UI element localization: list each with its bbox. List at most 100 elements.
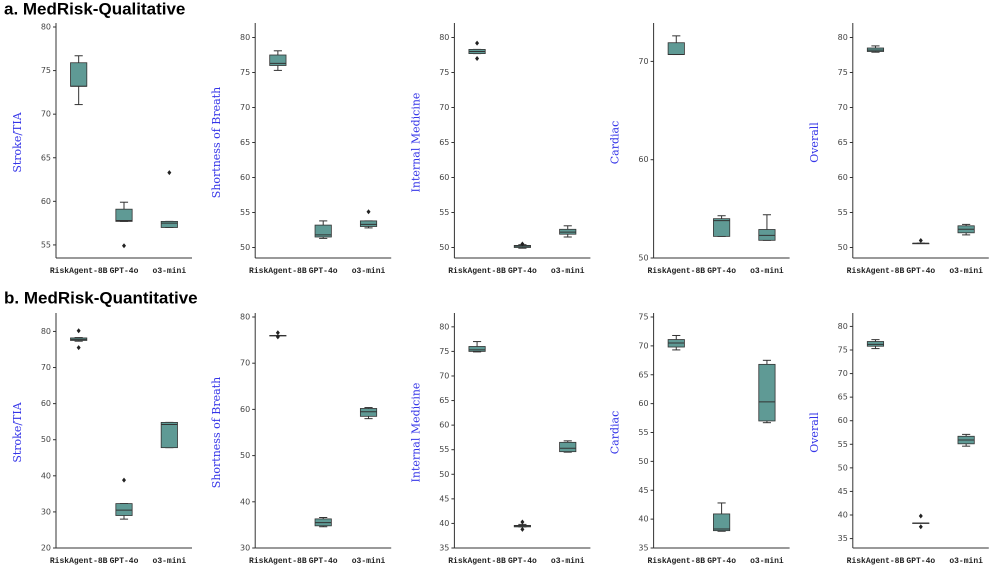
y-tick-label: 65: [638, 370, 648, 379]
x-tick-label: GPT-4o: [707, 267, 736, 276]
y-tick-label: 65: [439, 396, 449, 405]
x-tick-label: o3-mini: [352, 267, 386, 276]
outlier: [76, 328, 81, 334]
y-tick-label: 65: [41, 153, 51, 162]
x-tick-label: GPT-4o: [906, 267, 935, 276]
y-tick-label: 55: [439, 208, 449, 217]
y-axis-label: Stroke/TIA: [11, 111, 24, 172]
x-tick-label: GPT-4o: [707, 557, 736, 566]
y-tick-label: 35: [439, 544, 449, 553]
y-tick-label: 70: [439, 371, 449, 380]
x-tick-label: o3-mini: [352, 557, 386, 566]
outlier: [275, 330, 280, 336]
box: [115, 503, 133, 516]
y-tick-label: 75: [439, 68, 449, 77]
x-tick-label: RiskAgent-8B: [249, 267, 307, 276]
y-tick-label: 65: [439, 138, 449, 147]
y-tick-label: 60: [41, 197, 51, 206]
y-tick-label: 50: [240, 243, 250, 252]
y-tick-label: 70: [638, 341, 648, 350]
y-axis-label: Shortness of Breath: [210, 87, 223, 198]
y-tick-label: 30: [240, 544, 250, 553]
x-tick-label: GPT-4o: [906, 557, 935, 566]
box: [667, 42, 685, 55]
y-tick-label: 60: [838, 416, 848, 425]
box: [559, 441, 577, 453]
x-tick-label: RiskAgent-8B: [847, 557, 905, 566]
x-tick-label: RiskAgent-8B: [847, 267, 905, 276]
box: [269, 54, 287, 66]
y-tick-label: 80: [439, 322, 449, 331]
y-tick-label: 75: [838, 68, 848, 77]
x-tick-label: o3-mini: [551, 267, 585, 276]
y-tick-label: 55: [41, 240, 51, 249]
y-tick-label: 75: [638, 313, 648, 322]
section-heading: b. MedRisk-Quantitative: [4, 288, 198, 307]
y-tick-label: 40: [638, 515, 648, 524]
box: [713, 513, 731, 532]
outlier: [520, 241, 525, 247]
x-tick-label: o3-mini: [153, 267, 187, 276]
box: [314, 224, 332, 238]
y-tick-label: 55: [638, 428, 648, 437]
y-tick-label: 45: [838, 487, 848, 496]
y-tick-label: 50: [638, 457, 648, 466]
y-tick-label: 45: [439, 494, 449, 503]
x-tick-label: GPT-4o: [309, 557, 338, 566]
y-tick-label: 60: [240, 173, 250, 182]
y-tick-label: 65: [838, 393, 848, 402]
x-tick-label: o3-mini: [750, 557, 784, 566]
y-tick-label: 70: [41, 363, 51, 372]
x-tick-label: o3-mini: [949, 267, 983, 276]
section-heading: a. MedRisk-Qualitative: [4, 0, 185, 18]
y-tick-label: 40: [439, 519, 449, 528]
y-tick-label: 80: [240, 313, 250, 322]
y-tick-label: 40: [41, 471, 51, 480]
y-tick-label: 70: [240, 103, 250, 112]
box: [359, 408, 378, 417]
x-tick-label: RiskAgent-8B: [448, 557, 506, 566]
y-tick-label: 70: [838, 369, 848, 378]
y-tick-label: 45: [638, 486, 648, 495]
y-tick-label: 30: [41, 507, 51, 516]
y-tick-label: 60: [638, 399, 648, 408]
x-tick-label: RiskAgent-8B: [50, 557, 108, 566]
y-tick-label: 55: [240, 208, 250, 217]
outlier: [918, 238, 923, 243]
box: [713, 218, 731, 237]
y-tick-label: 80: [41, 327, 51, 336]
outlier: [918, 513, 923, 519]
x-tick-label: GPT-4o: [110, 267, 139, 276]
outlier: [76, 345, 81, 351]
outlier: [475, 56, 480, 61]
box: [160, 220, 178, 228]
y-tick-label: 80: [41, 23, 51, 32]
y-tick-label: 80: [838, 322, 848, 331]
y-tick-label: 60: [41, 399, 51, 408]
y-tick-label: 75: [41, 66, 51, 75]
outlier: [918, 524, 923, 530]
x-tick-label: o3-mini: [949, 557, 983, 566]
x-tick-label: o3-mini: [750, 267, 784, 276]
y-tick-label: 40: [838, 511, 848, 520]
y-tick-label: 65: [240, 138, 250, 147]
y-tick-label: 55: [838, 440, 848, 449]
y-tick-label: 80: [439, 33, 449, 42]
outlier: [167, 170, 172, 176]
y-tick-label: 75: [838, 346, 848, 355]
y-tick-label: 50: [838, 463, 848, 472]
box: [160, 421, 178, 449]
y-tick-label: 75: [439, 347, 449, 356]
y-tick-label: 40: [240, 497, 250, 506]
box: [359, 220, 378, 227]
outlier: [520, 526, 525, 532]
x-tick-label: RiskAgent-8B: [448, 267, 506, 276]
y-tick-label: 75: [240, 68, 250, 77]
y-tick-label: 70: [439, 103, 449, 112]
outlier: [475, 40, 480, 46]
y-tick-label: 50: [439, 470, 449, 479]
y-tick-label: 60: [240, 405, 250, 414]
box: [115, 208, 133, 222]
outlier: [520, 519, 525, 525]
box: [468, 346, 486, 352]
